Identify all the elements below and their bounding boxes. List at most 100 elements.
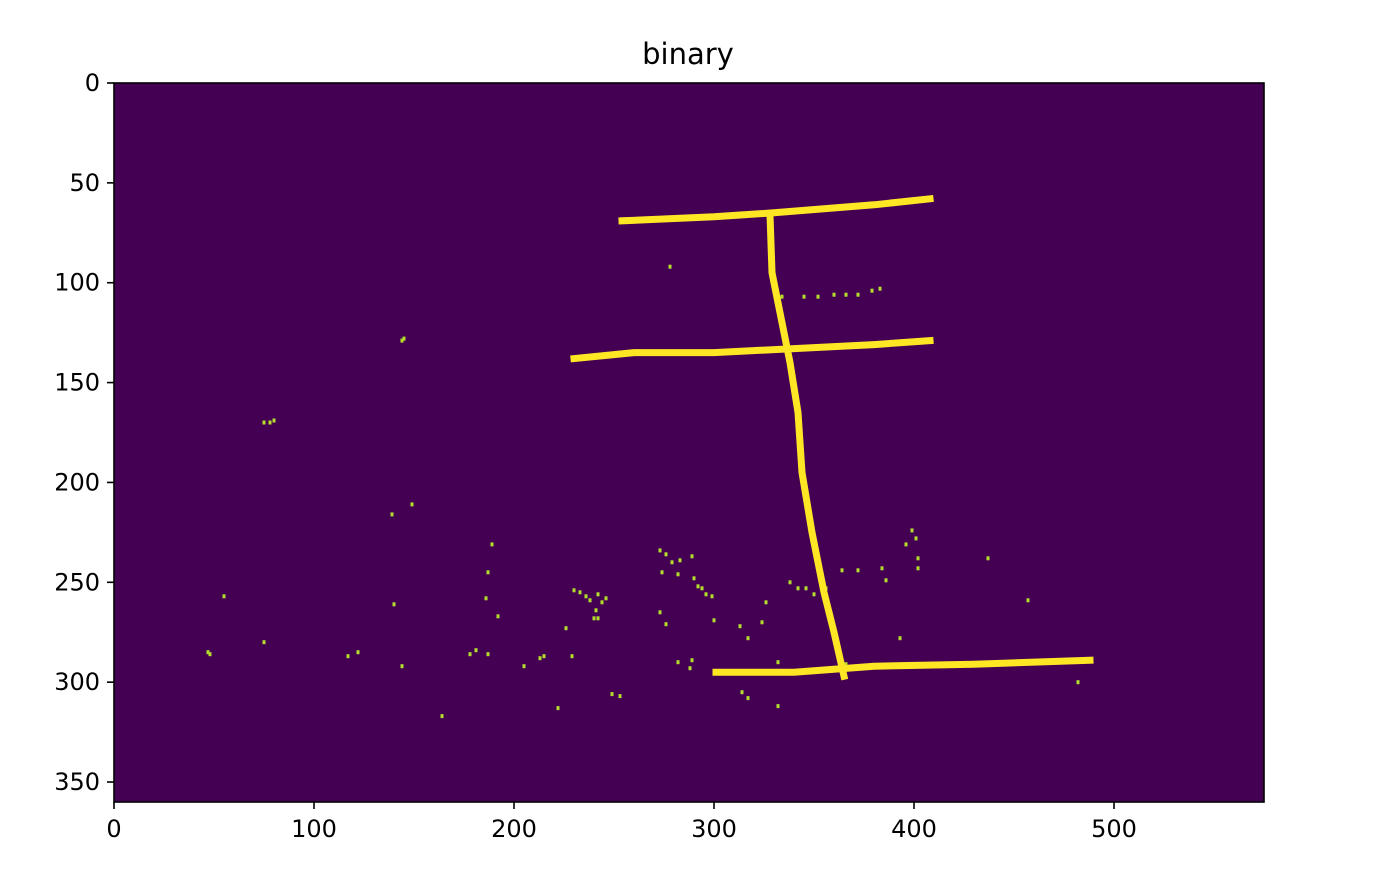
noise-pixel: [740, 690, 744, 695]
chart-title: binary: [642, 37, 734, 71]
noise-pixel: [776, 704, 780, 709]
noise-pixel: [916, 556, 920, 561]
x-tick-label: 200: [491, 815, 537, 843]
noise-pixel: [690, 554, 694, 559]
y-tick-label: 0: [85, 69, 100, 97]
y-tick-label: 350: [54, 768, 100, 796]
noise-pixel: [400, 664, 404, 669]
noise-pixel: [914, 536, 918, 541]
binary-strokes: [570, 194, 1094, 681]
noise-pixel: [262, 640, 266, 645]
noise-pixel: [610, 692, 614, 697]
noise-pixel: [400, 338, 404, 343]
noise-pixel: [1076, 680, 1080, 685]
noise-pixels: [206, 264, 1080, 719]
noise-pixel: [804, 586, 808, 591]
noise-pixel: [556, 706, 560, 711]
y-tick-label: 150: [54, 369, 100, 397]
noise-pixel: [468, 652, 472, 657]
noise-pixel: [660, 570, 664, 575]
noise-pixel: [764, 600, 768, 605]
noise-pixel: [490, 542, 494, 547]
noise-pixel: [788, 580, 792, 585]
noise-pixel: [600, 600, 604, 605]
stroke-middle-bar: [570, 336, 934, 363]
noise-pixel: [780, 294, 784, 299]
noise-pixel: [206, 650, 210, 655]
x-tick-label: 400: [891, 815, 937, 843]
noise-pixel: [746, 696, 750, 701]
noise-pixel: [986, 556, 990, 561]
x-tick-label: 300: [691, 815, 737, 843]
noise-pixel: [760, 620, 764, 625]
noise-pixel: [486, 652, 490, 657]
noise-pixel: [346, 654, 350, 659]
noise-pixel: [486, 570, 490, 575]
noise-pixel: [262, 420, 266, 425]
x-tick-label: 100: [291, 815, 337, 843]
noise-pixel: [496, 614, 500, 619]
noise-pixel: [678, 558, 682, 563]
noise-pixel: [844, 292, 848, 297]
noise-pixel: [538, 656, 542, 661]
noise-pixel: [802, 294, 806, 299]
noise-pixel: [688, 666, 692, 671]
noise-pixel: [870, 288, 874, 293]
noise-pixel: [578, 590, 582, 595]
noise-pixel: [904, 542, 908, 547]
noise-pixel: [704, 592, 708, 597]
y-tick-label: 50: [69, 169, 100, 197]
noise-pixel: [268, 420, 272, 425]
y-tick-label: 300: [54, 668, 100, 696]
noise-pixel: [572, 588, 576, 593]
x-axis: 0 100 200 300 400 500: [106, 802, 1137, 843]
noise-pixel: [916, 566, 920, 571]
noise-pixel: [208, 652, 212, 657]
noise-pixel: [884, 578, 888, 583]
noise-pixel: [564, 626, 568, 631]
noise-pixel: [392, 602, 396, 607]
noise-pixel: [356, 650, 360, 655]
noise-pixel: [696, 584, 700, 589]
noise-pixel: [596, 616, 600, 621]
x-tick-label: 500: [1091, 815, 1137, 843]
stroke-bottom-bar: [712, 656, 1094, 676]
noise-pixel: [880, 566, 884, 571]
noise-pixel: [402, 336, 406, 341]
noise-pixel: [1026, 598, 1030, 603]
noise-pixel: [594, 608, 598, 613]
noise-pixel: [710, 594, 714, 599]
noise-pixel: [812, 592, 816, 597]
x-tick-label: 0: [106, 815, 121, 843]
y-axis: 0 50 100 150 200 250 300 350: [54, 69, 114, 796]
noise-pixel: [410, 502, 414, 507]
noise-pixel: [484, 596, 488, 601]
stroke-vertical-stroke: [766, 211, 849, 681]
noise-pixel: [542, 654, 546, 659]
noise-pixel: [390, 512, 394, 517]
noise-pixel: [832, 292, 836, 297]
noise-pixel: [664, 622, 668, 627]
noise-pixel: [796, 586, 800, 591]
noise-pixel: [776, 660, 780, 665]
noise-pixel: [676, 572, 680, 577]
noise-pixel: [856, 568, 860, 573]
noise-pixel: [668, 264, 672, 269]
noise-pixel: [700, 586, 704, 591]
noise-pixel: [816, 294, 820, 299]
noise-pixel: [222, 594, 226, 599]
noise-pixel: [474, 648, 478, 653]
image-background: [114, 83, 1264, 802]
noise-pixel: [898, 636, 902, 641]
noise-pixel: [588, 598, 592, 603]
y-tick-label: 250: [54, 568, 100, 596]
noise-pixel: [522, 664, 526, 669]
axes-frame: [113, 82, 1265, 803]
noise-pixel: [690, 658, 694, 663]
noise-pixel: [840, 568, 844, 573]
stroke-top-bar: [618, 194, 934, 225]
noise-pixel: [664, 552, 668, 557]
y-tick-label: 100: [54, 269, 100, 297]
noise-pixel: [272, 418, 276, 423]
